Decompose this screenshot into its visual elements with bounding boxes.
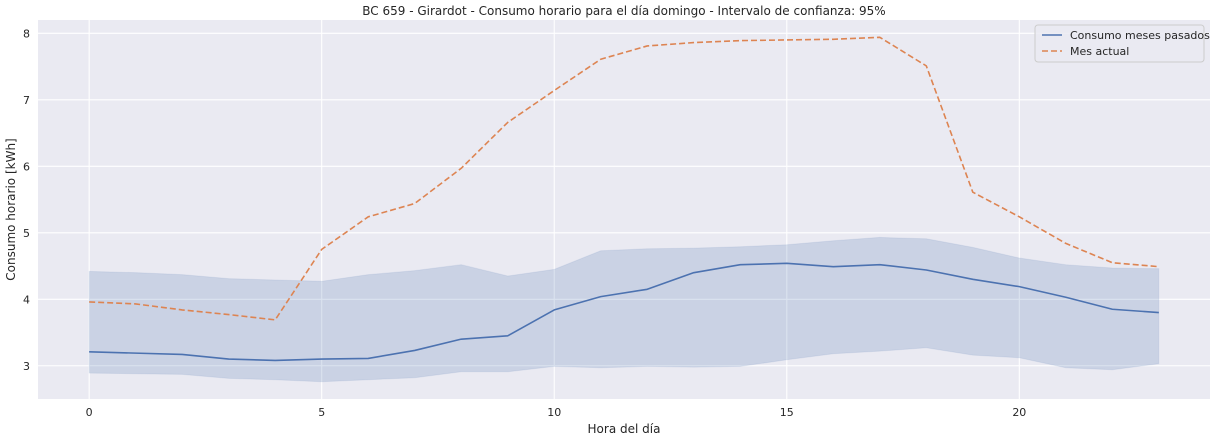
y-tick-label: 5 <box>23 227 30 240</box>
y-tick-label: 8 <box>23 27 30 40</box>
legend: Consumo meses pasados Mes actual <box>1034 24 1210 63</box>
x-tick-label: 15 <box>780 406 794 419</box>
chart-title: BC 659 - Girardot - Consumo horario para… <box>362 4 885 18</box>
series-line <box>89 262 1159 362</box>
x-tick-label: 10 <box>547 406 561 419</box>
legend-box <box>1034 24 1205 63</box>
legend-label: Consumo meses pasados <box>1070 29 1210 42</box>
y-tick-label: 4 <box>23 293 30 306</box>
plot-area <box>38 20 1210 399</box>
series-lines <box>89 36 1159 362</box>
x-tick-label: 5 <box>318 406 325 419</box>
legend-label: Mes actual <box>1070 45 1129 58</box>
x-axis-ticks: 0 5 10 15 20 <box>86 406 1027 419</box>
x-axis-label: Hora del día <box>588 422 661 436</box>
y-axis-ticks: 3 4 5 6 7 8 <box>23 27 30 372</box>
grid-lines <box>38 20 1210 399</box>
confidence-band-area <box>88 236 1160 383</box>
x-tick-label: 0 <box>86 406 93 419</box>
y-axis-label: Consumo horario [kWh] <box>4 138 18 280</box>
confidence-band <box>88 236 1160 383</box>
y-tick-label: 6 <box>23 160 30 173</box>
x-tick-label: 20 <box>1012 406 1026 419</box>
series-line <box>89 36 1159 321</box>
y-tick-label: 7 <box>23 94 30 107</box>
y-tick-label: 3 <box>23 360 30 373</box>
